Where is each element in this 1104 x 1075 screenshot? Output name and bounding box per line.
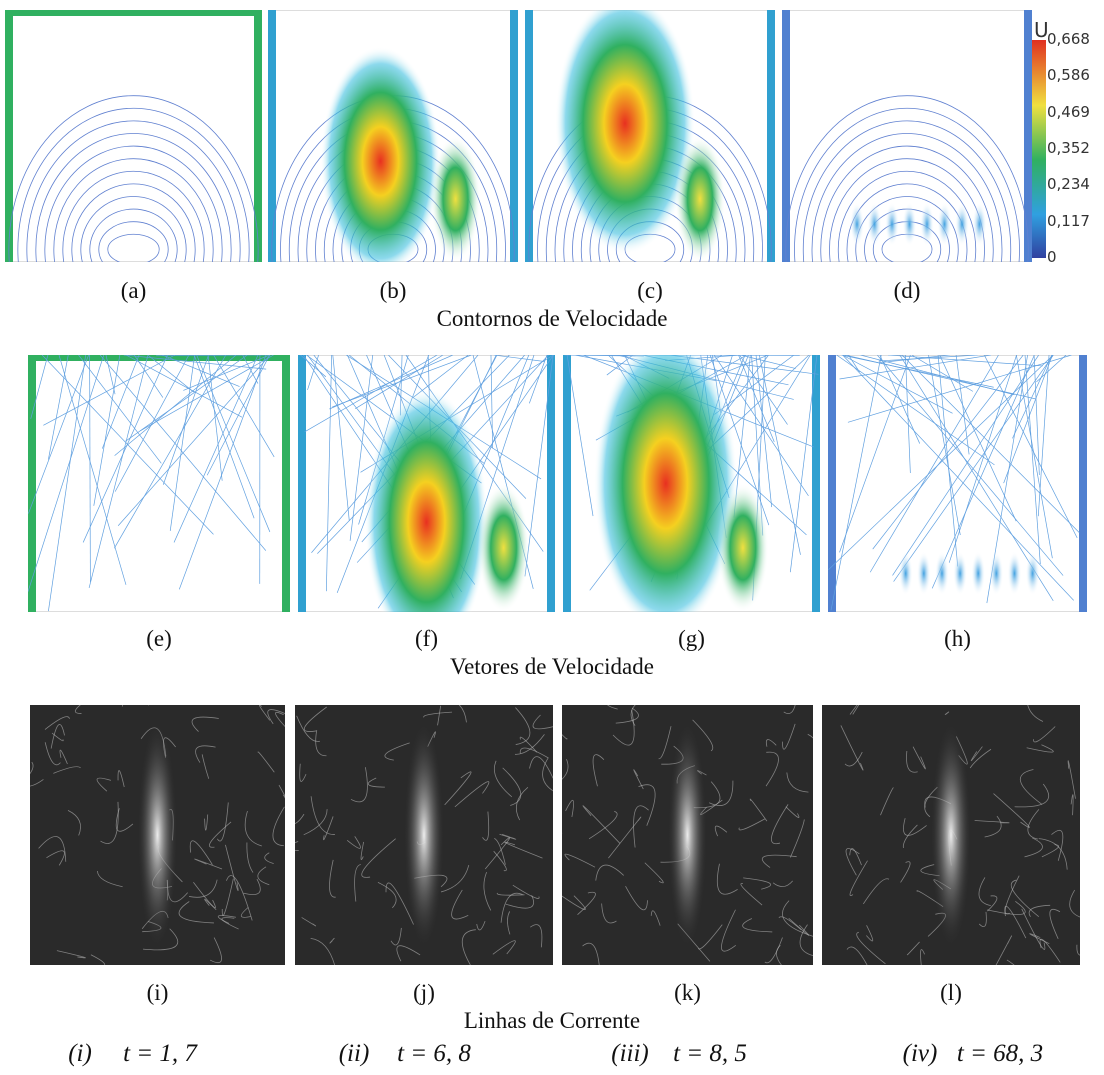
panel-label: (j): [413, 980, 435, 1006]
panel-label: (e): [146, 626, 172, 652]
shape: [510, 10, 518, 262]
figure: (a) (b) (c) (d) (e) (f) (g) (h) (i) (j) (k) (l) Cont…: [0, 0, 1104, 1075]
shape: [973, 202, 987, 246]
time-index: (iii): [611, 1040, 649, 1068]
shape: [563, 355, 571, 612]
shape: [268, 10, 276, 262]
colorbar-tick-label: 0,668: [1047, 30, 1090, 48]
shape: [899, 551, 913, 595]
panel-label: (f): [415, 626, 438, 652]
colorbar-tick-label: 0: [1047, 248, 1057, 266]
shape: [767, 10, 775, 262]
colorbar-tick-label: 0,117: [1047, 212, 1090, 230]
time-index: (i): [68, 1040, 92, 1068]
time-value: t = 8, 5: [673, 1040, 747, 1068]
panel-image: [562, 705, 813, 965]
time-value: t = 1, 7: [123, 1040, 197, 1068]
shape: [28, 355, 36, 612]
shape: [955, 202, 969, 246]
time-index: (ii): [339, 1040, 370, 1068]
panel-image: [782, 10, 1032, 262]
panel-label: (b): [380, 278, 407, 304]
shape: [282, 355, 290, 612]
shape: [935, 551, 949, 595]
shape: [675, 136, 725, 262]
row-caption: Linhas de Corrente: [464, 1008, 640, 1034]
panel-image: [828, 355, 1087, 612]
shape: [828, 355, 836, 612]
shape: [478, 484, 529, 613]
colorbar-tick-label: 0,352: [1047, 139, 1090, 157]
panel-label: (l): [940, 980, 962, 1006]
shape: [917, 551, 931, 595]
row-caption: Contornos de Velocidade: [437, 306, 668, 332]
shape: [885, 202, 899, 246]
shape: [594, 355, 738, 612]
shape: [971, 551, 985, 595]
shape: [1079, 355, 1087, 612]
shape: [137, 718, 178, 952]
shape: [989, 551, 1003, 595]
shape: [782, 10, 790, 262]
panel-label: (g): [678, 626, 705, 652]
panel-image: [268, 10, 518, 262]
shape: [5, 10, 13, 262]
panel-label: (c): [637, 278, 663, 304]
shape: [812, 355, 820, 612]
shape: [5, 10, 262, 262]
panel-image: [1032, 40, 1046, 258]
shape: [717, 484, 768, 613]
panel-image: [563, 355, 820, 612]
panel-label: (a): [121, 278, 147, 304]
shape: [920, 202, 934, 246]
panel-label: (k): [674, 980, 701, 1006]
shape: [930, 718, 971, 952]
panel-image: [295, 705, 553, 965]
row-caption: Vetores de Velocidade: [450, 654, 654, 680]
shape: [1026, 551, 1040, 595]
shape: [403, 718, 444, 952]
shape: [868, 202, 882, 246]
shape: [667, 718, 707, 952]
time-value: t = 68, 3: [957, 1040, 1043, 1068]
colorbar-tick-label: 0,586: [1047, 66, 1090, 84]
shape: [298, 355, 306, 612]
shape: [953, 551, 967, 595]
colorbar-tick-label: 0,234: [1047, 175, 1090, 193]
panel-label: (h): [944, 626, 971, 652]
shape: [1024, 10, 1032, 262]
panel-image: [30, 705, 285, 965]
panel-image: [298, 355, 555, 612]
shape: [1007, 551, 1021, 595]
time-index: (iv): [903, 1040, 938, 1068]
panel-image: [28, 355, 290, 612]
shape: [525, 10, 533, 262]
shape: [5, 10, 262, 16]
colorbar-tick-label: 0,469: [1047, 103, 1090, 121]
shape: [938, 202, 952, 246]
panel-image: [5, 10, 262, 262]
shape: [850, 202, 864, 246]
shape: [431, 136, 481, 262]
panel-label: (d): [894, 278, 921, 304]
shape: [1032, 40, 1046, 258]
panel-image: [822, 705, 1080, 965]
time-value: t = 6, 8: [397, 1040, 471, 1068]
panel-image: [525, 10, 775, 262]
shape: [903, 202, 917, 246]
panel-label: (i): [147, 980, 169, 1006]
shape: [254, 10, 262, 262]
